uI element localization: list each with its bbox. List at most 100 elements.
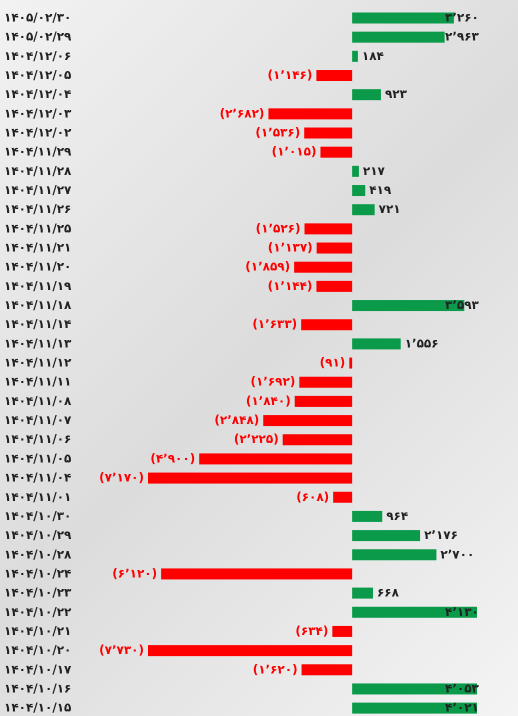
- category-label: ۱۴۰۴/۱۱/۲۷: [4, 183, 72, 197]
- bar: [332, 626, 352, 637]
- bar: [352, 588, 373, 599]
- bar: [352, 166, 359, 177]
- value-label: (۱٬۵۲۶): [256, 221, 301, 235]
- category-label: ۱۴۰۴/۱۱/۲۹: [4, 145, 72, 159]
- value-label: (۷٬۷۳۰): [99, 643, 144, 657]
- bar: [352, 32, 444, 43]
- category-label: ۱۴۰۴/۱۰/۲۳: [4, 586, 72, 600]
- category-label: ۱۴۰۵/۰۲/۲۹: [4, 30, 72, 44]
- bar: [352, 511, 382, 522]
- category-label: ۱۴۰۴/۱۲/۰۵: [4, 68, 71, 82]
- value-label: ۳٬۲۶۰: [445, 11, 479, 25]
- value-label: ۴٬۰۲۱: [445, 701, 479, 715]
- category-label: ۱۴۰۴/۱۰/۲۰: [4, 643, 71, 657]
- value-label: ۴٬۱۳۰: [445, 605, 479, 619]
- chart: ۱۴۰۵/۰۲/۳۰ ۳٬۲۶۰ ۱۴۰۵/۰۲/۲۹ ۲٬۹۶۳ ۱۴۰۴/۱۲/۰۶…: [0, 0, 518, 716]
- value-label: (۱٬۱۴۴): [268, 279, 313, 293]
- category-label: ۱۴۰۴/۱۱/۲۱: [4, 241, 71, 255]
- category-label: ۱۴۰۴/۱۱/۰۶: [4, 432, 71, 446]
- category-label: ۱۴۰۴/۱۱/۱۳: [4, 336, 72, 350]
- value-label: (۱٬۶۹۲): [250, 375, 295, 389]
- category-label: ۱۴۰۴/۱۱/۱۲: [4, 356, 72, 370]
- value-label: ۲٬۹۶۳: [445, 30, 480, 44]
- category-label: ۱۴۰۴/۱۱/۰۴: [4, 471, 71, 485]
- category-label: ۱۴۰۴/۱۱/۲۰: [4, 260, 71, 274]
- bar: [317, 243, 352, 254]
- value-label: (۲٬۶۸۲): [220, 106, 265, 120]
- category-label: ۱۴۰۴/۱۱/۰۵: [4, 451, 71, 465]
- value-label: (۲٬۲۲۵): [234, 432, 279, 446]
- category-label: ۱۴۰۴/۱۱/۲۵: [4, 221, 71, 235]
- value-label: ۹۶۴: [386, 509, 408, 523]
- category-label: ۱۴۰۴/۱۱/۱۹: [4, 279, 72, 293]
- bar: [352, 13, 454, 24]
- value-label: ۷۲۱: [379, 202, 401, 216]
- bar: [283, 434, 352, 445]
- bar: [352, 549, 436, 560]
- bar: [268, 108, 352, 119]
- bar: [304, 128, 352, 139]
- value-label: ۱۸۴: [362, 49, 384, 63]
- category-label: ۱۴۰۴/۱۰/۲۸: [4, 547, 72, 561]
- bar: [128, 473, 352, 484]
- category-label: ۱۴۰۴/۱۰/۲۱: [4, 624, 71, 638]
- value-label: ۶۶۸: [377, 586, 400, 600]
- bar: [161, 568, 352, 579]
- value-label: (۱٬۱۴۶): [268, 68, 313, 82]
- bar: [352, 51, 358, 62]
- category-label: ۱۴۰۴/۱۰/۲۹: [4, 528, 72, 542]
- category-label: ۱۴۰۴/۱۱/۲۸: [4, 164, 72, 178]
- category-label: ۱۴۰۴/۱۲/۰۳: [4, 106, 72, 120]
- value-label: (۱٬۰۱۵): [272, 145, 317, 159]
- category-label: ۱۴۰۴/۱۰/۱۶: [4, 681, 71, 695]
- category-label: ۱۴۰۴/۱۰/۲۴: [4, 566, 71, 580]
- value-label: (۱٬۸۵۹): [245, 260, 290, 274]
- bar: [352, 338, 401, 349]
- category-label: ۱۴۰۴/۱۱/۰۷: [4, 413, 72, 427]
- value-label: (۶٬۱۲۰): [112, 566, 157, 580]
- value-label: ۱٬۵۵۶: [405, 336, 439, 350]
- value-label: ۴٬۰۵۳: [445, 681, 480, 695]
- plot-area: [111, 13, 481, 714]
- bar: [352, 530, 420, 541]
- value-label: (۹۱): [320, 356, 346, 370]
- value-label: (۱٬۸۴۰): [246, 394, 291, 408]
- value-label: (۲٬۸۴۸): [214, 413, 259, 427]
- value-label: (۱٬۶۳۳): [252, 317, 297, 331]
- category-label: ۱۴۰۴/۱۱/۲۶: [4, 202, 71, 216]
- category-label: ۱۴۰۴/۱۲/۰۲: [4, 126, 72, 140]
- bar: [333, 492, 352, 503]
- category-label: ۱۴۰۴/۱۱/۱۴: [4, 317, 71, 331]
- category-label: ۱۴۰۵/۰۲/۳۰: [4, 11, 71, 25]
- bar: [352, 185, 365, 196]
- bar: [352, 204, 375, 215]
- value-label: ۴۱۹: [369, 183, 392, 197]
- value-label: ۹۲۳: [385, 87, 408, 101]
- category-label: ۱۴۰۴/۱۰/۱۵: [4, 701, 71, 715]
- bar: [349, 358, 352, 369]
- category-label: ۱۴۰۴/۱۲/۰۶: [4, 49, 71, 63]
- bar: [352, 89, 381, 100]
- value-label: (۶۰۸): [296, 490, 329, 504]
- category-label: ۱۴۰۴/۱۱/۱۱: [4, 375, 71, 389]
- bar: [299, 377, 352, 388]
- bar: [316, 281, 352, 292]
- category-label: ۱۴۰۴/۱۱/۰۱: [4, 490, 71, 504]
- value-label: ۲٬۷۰۰: [440, 547, 474, 561]
- bar: [302, 664, 353, 675]
- value-label: (۴٬۹۰۰): [150, 451, 195, 465]
- category-label: ۱۴۰۴/۱۰/۳۰: [4, 509, 71, 523]
- value-label: (۷٬۱۷۰): [99, 471, 144, 485]
- value-label: (۶۳۴): [295, 624, 328, 638]
- value-label: ۲٬۱۷۶: [424, 528, 458, 542]
- value-label: ۲۱۷: [363, 164, 386, 178]
- bar: [301, 319, 352, 330]
- value-label: (۱٬۱۳۷): [268, 241, 313, 255]
- value-label: (۱٬۵۳۶): [255, 126, 300, 140]
- value-label: ۳٬۵۹۳: [445, 298, 480, 312]
- category-label: ۱۴۰۴/۱۱/۱۸: [4, 298, 72, 312]
- category-label: ۱۴۰۴/۱۲/۰۴: [4, 87, 71, 101]
- bar: [111, 645, 352, 656]
- bar: [294, 262, 352, 273]
- category-label: ۱۴۰۴/۱۱/۰۸: [4, 394, 72, 408]
